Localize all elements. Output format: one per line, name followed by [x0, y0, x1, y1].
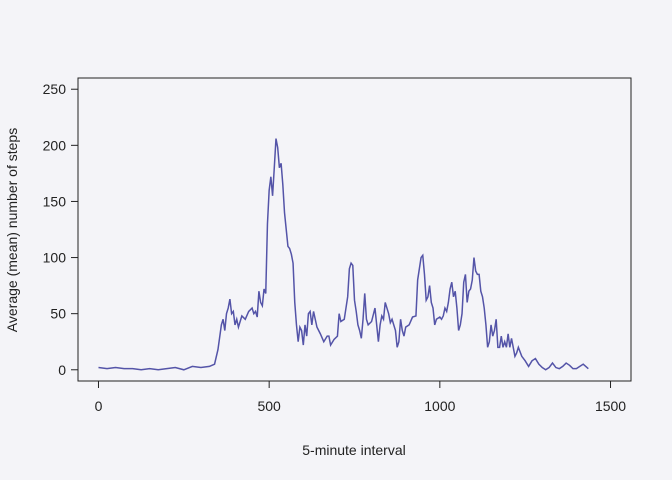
y-tick-label: 100: [43, 250, 67, 266]
y-tick-label: 0: [58, 362, 66, 378]
x-tick-label: 1000: [424, 398, 455, 414]
y-tick-label: 50: [50, 306, 66, 322]
y-tick-label: 150: [43, 193, 67, 209]
plot-frame: [77, 77, 632, 382]
x-tick-label: 0: [95, 398, 103, 414]
x-tick-label: 500: [257, 398, 281, 414]
y-axis-label: Average (mean) number of steps: [4, 128, 20, 332]
data-line: [98, 138, 589, 371]
y-tick-label: 250: [43, 81, 67, 97]
x-tick-label: 1500: [595, 398, 626, 414]
x-axis-label: 5-minute interval: [302, 442, 406, 458]
y-tick-label: 200: [43, 137, 67, 153]
